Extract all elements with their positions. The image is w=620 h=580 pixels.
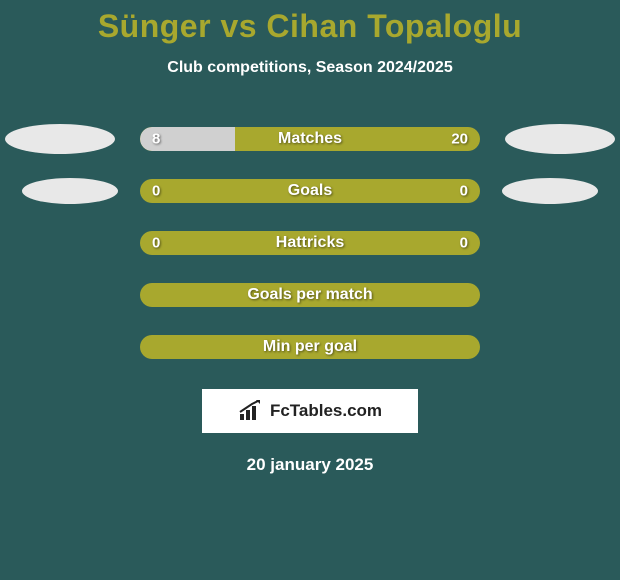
player-right-marker <box>502 178 598 204</box>
stat-row-matches: 8 Matches 20 <box>0 125 620 153</box>
stat-bar: Min per goal <box>140 335 480 359</box>
brand-box[interactable]: FcTables.com <box>202 389 418 433</box>
stat-value-left: 8 <box>152 131 160 148</box>
stat-row-hattricks: 0 Hattricks 0 <box>0 229 620 257</box>
stat-value-left: 0 <box>152 235 160 252</box>
stat-value-right: 20 <box>451 131 468 148</box>
stats-card: Sünger vs Cihan Topaloglu Club competiti… <box>0 0 620 475</box>
brand-text: FcTables.com <box>270 401 382 421</box>
stat-bar: 0 Goals 0 <box>140 179 480 203</box>
stat-bar: Goals per match <box>140 283 480 307</box>
page-title: Sünger vs Cihan Topaloglu <box>0 8 620 45</box>
stat-label: Goals <box>288 182 332 200</box>
stat-value-right: 0 <box>460 183 468 200</box>
stat-row-goals: 0 Goals 0 <box>0 177 620 205</box>
stat-label: Min per goal <box>263 338 357 356</box>
stat-value-left: 0 <box>152 183 160 200</box>
stat-label: Goals per match <box>247 286 372 304</box>
chart-icon <box>238 400 264 422</box>
stat-label: Hattricks <box>276 234 344 252</box>
stat-value-right: 0 <box>460 235 468 252</box>
subtitle: Club competitions, Season 2024/2025 <box>0 59 620 77</box>
stat-bar: 8 Matches 20 <box>140 127 480 151</box>
player-left-marker <box>5 124 115 154</box>
player-left-marker <box>22 178 118 204</box>
date-text: 20 january 2025 <box>0 455 620 475</box>
stat-bar: 0 Hattricks 0 <box>140 231 480 255</box>
player-right-marker <box>505 124 615 154</box>
stat-row-mpg: Min per goal <box>0 333 620 361</box>
stat-label: Matches <box>278 130 342 148</box>
stat-row-gpm: Goals per match <box>0 281 620 309</box>
